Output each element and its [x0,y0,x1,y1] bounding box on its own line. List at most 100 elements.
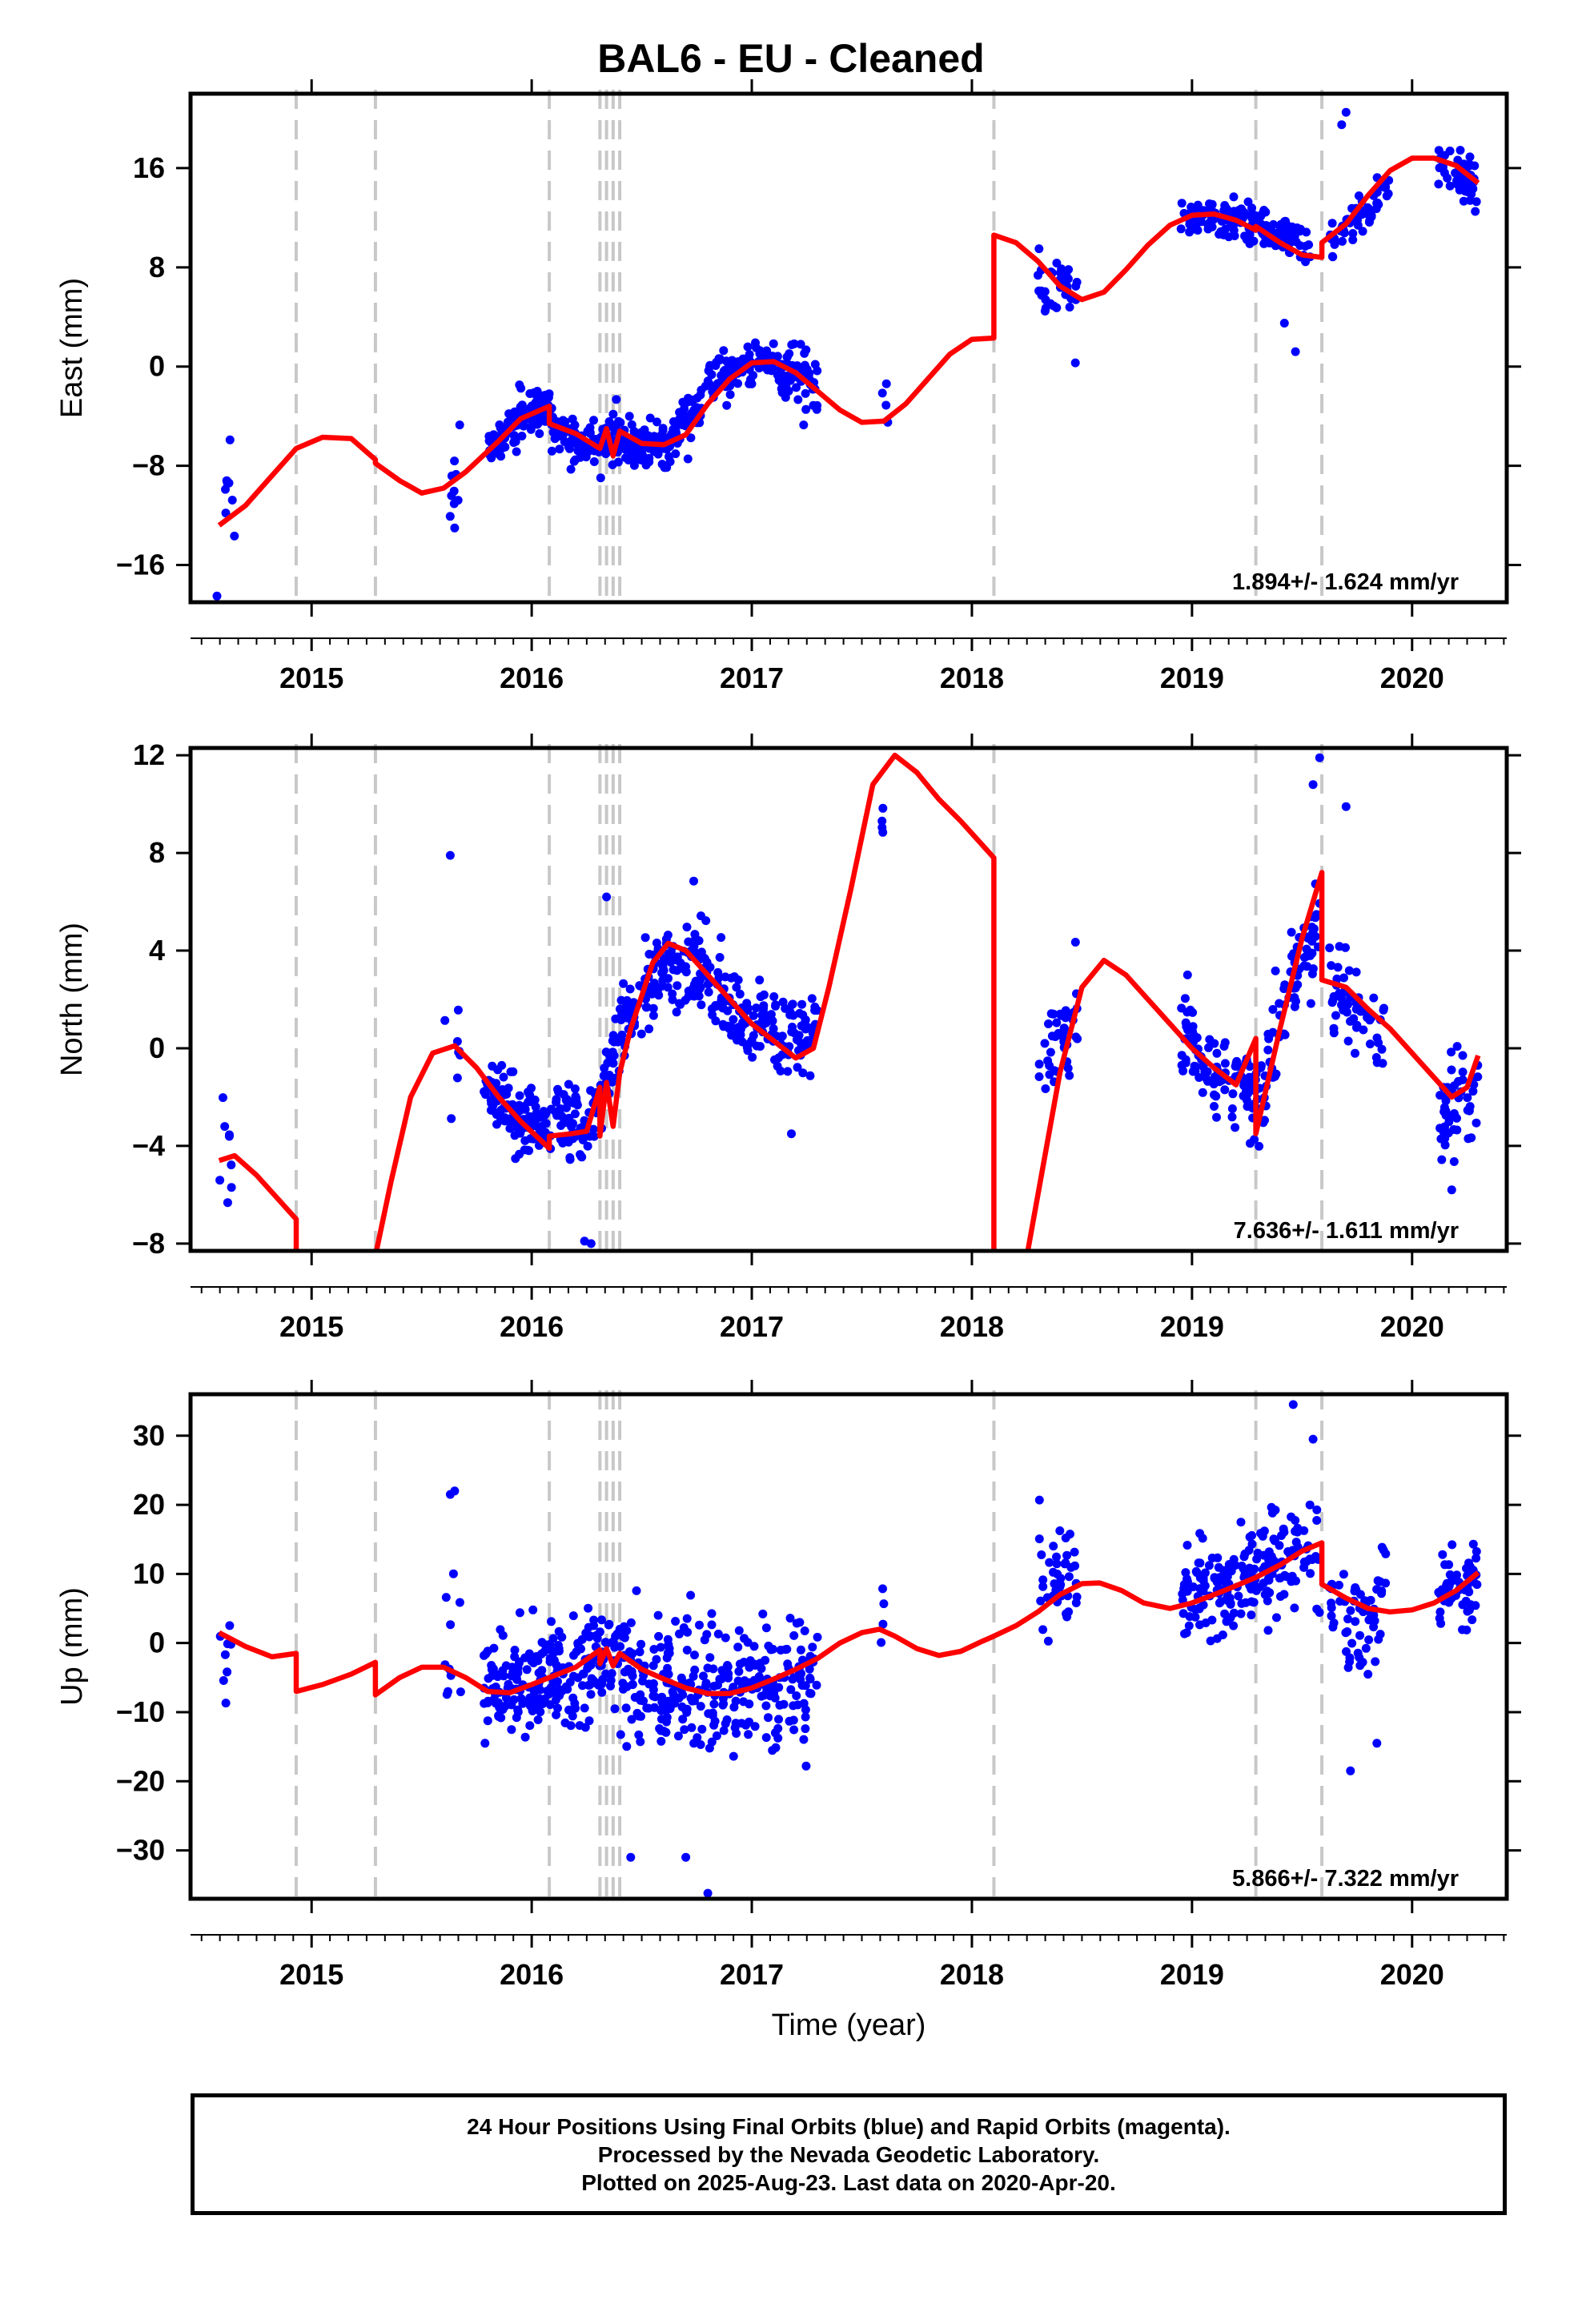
data-point [507,1700,516,1710]
data-point [616,1015,626,1024]
data-point [1195,1558,1205,1568]
data-point [749,1031,758,1040]
data-point [1291,347,1300,356]
data-point [620,1633,629,1642]
data-point [1038,1575,1048,1585]
x-axis-label: Time (year) [772,2008,926,2042]
data-point [1199,1574,1208,1583]
data-point [715,953,725,962]
data-point [619,979,628,988]
data-point [687,1723,697,1732]
data-point [585,1680,595,1690]
data-point [221,509,231,518]
data-point [629,460,639,470]
data-point [813,1006,822,1015]
data-point [636,444,645,454]
data-point [729,1751,738,1761]
model-curve [218,752,1481,1251]
data-point [759,990,769,999]
data-point [532,1122,542,1132]
data-point [488,1664,498,1674]
x-tick-label: 2018 [940,1310,1004,1343]
data-point [1435,1124,1445,1133]
y-tick-label: 30 [133,1419,165,1452]
data-point [877,388,887,398]
data-point [619,1007,628,1016]
data-point [787,1000,797,1009]
data-point [792,383,801,392]
data-point [568,1611,578,1621]
y-tick-label: 20 [133,1488,165,1521]
data-point [749,1642,759,1651]
data-point [1341,107,1351,117]
data-point [1038,1582,1048,1591]
data-point [1198,1088,1207,1097]
data-point [717,933,726,943]
data-point [636,1711,645,1721]
data-point [515,1106,524,1116]
data-point [225,1621,235,1630]
data-point [681,1852,691,1862]
data-point [752,1003,761,1013]
data-point [773,352,782,361]
data-point [583,1141,592,1151]
data-point [636,1639,646,1649]
data-point [1043,1636,1053,1646]
data-point [626,1618,636,1627]
data-point [642,1703,652,1713]
data-point [441,1593,451,1602]
data-point [805,1673,815,1683]
data-point [1327,1611,1336,1621]
data-point [682,923,692,932]
data-point [740,1634,749,1643]
x-tick-label: 2019 [1160,1958,1224,1991]
data-point [1182,970,1192,979]
data-point [676,999,685,1009]
data-point [618,1679,628,1688]
data-point [1377,1589,1386,1598]
data-point [552,1660,561,1670]
data-point [499,1072,508,1082]
y-tick-label: −20 [116,1764,165,1797]
data-point [1034,244,1044,254]
data-point [604,417,614,426]
y-tick-label: 0 [149,1031,165,1064]
data-point [805,1688,814,1698]
data-point [683,1627,693,1637]
data-point [783,1659,793,1669]
data-point [1353,220,1363,230]
data-point [227,1183,236,1192]
data-point [1473,1072,1483,1082]
data-point [504,1679,513,1689]
data-point [626,1852,636,1862]
data-point [531,1102,540,1112]
data-point [1291,1576,1300,1586]
data-point [1207,1615,1217,1625]
data-point [1050,1579,1059,1589]
data-point [1338,236,1347,246]
data-point [624,412,634,421]
data-point [491,1683,500,1691]
model-curve [217,155,1480,528]
data-point [445,850,455,860]
data-point [570,1084,580,1094]
data-point [561,1682,571,1691]
data-point [572,1097,581,1107]
data-point [525,1693,535,1703]
data-point [480,1090,490,1100]
data-point [774,1715,783,1724]
y-axis-label: Up (mm) [55,1587,89,1706]
data-point [729,1683,738,1692]
data-point [799,1699,809,1708]
data-point [713,1680,722,1690]
data-point [581,451,590,460]
data-point [1253,1548,1263,1558]
data-point [608,1059,618,1068]
data-point [527,1084,536,1093]
data-point [799,1735,809,1744]
data-point [219,1676,228,1685]
data-point [671,1617,681,1626]
data-point [641,1003,651,1012]
data-point [773,1061,782,1071]
